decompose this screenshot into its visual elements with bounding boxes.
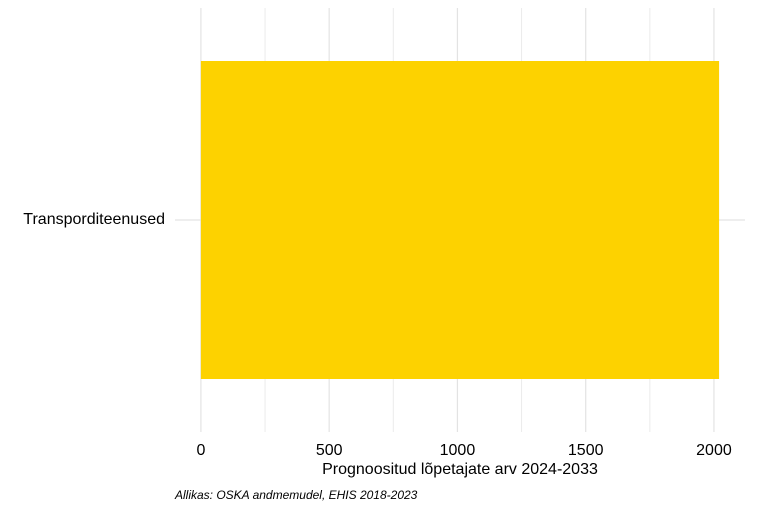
bar: [200, 61, 720, 379]
x-tick-label: 500: [316, 442, 343, 459]
x-tick-label: 1500: [568, 442, 604, 459]
x-tick-label: 2000: [696, 442, 732, 459]
x-axis-title: Prognoositud lõpetajate arv 2024-2033: [322, 461, 598, 478]
caption: Allikas: OSKA andmemudel, EHIS 2018-2023: [174, 488, 418, 502]
y-tick-label: Transporditeenused: [23, 211, 165, 228]
x-tick-label: 1000: [440, 442, 476, 459]
x-tick-label: 0: [196, 442, 205, 459]
